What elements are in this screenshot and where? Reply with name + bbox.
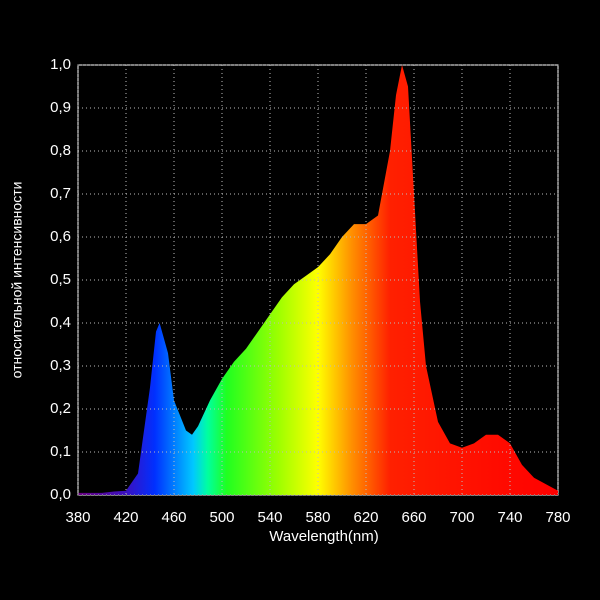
x-tick-label: 380 bbox=[65, 509, 90, 526]
y-tick-label: 1,0 bbox=[50, 56, 71, 73]
x-axis-label: Wavelength(nm) bbox=[269, 528, 378, 545]
y-tick-label: 0,9 bbox=[50, 99, 71, 116]
x-tick-label: 700 bbox=[449, 509, 474, 526]
y-tick-label: 0,6 bbox=[50, 228, 71, 245]
x-tick-label: 620 bbox=[353, 509, 378, 526]
x-tick-label: 460 bbox=[161, 509, 186, 526]
x-tick-label: 780 bbox=[545, 509, 570, 526]
y-tick-label: 0,7 bbox=[50, 185, 71, 202]
y-tick-label: 0,4 bbox=[50, 314, 71, 331]
y-tick-label: 0,2 bbox=[50, 400, 71, 417]
y-tick-label: 0,5 bbox=[50, 271, 71, 288]
y-axis-label: относительной интенсивности bbox=[9, 182, 25, 379]
x-tick-label: 660 bbox=[401, 509, 426, 526]
y-tick-label: 0,0 bbox=[50, 486, 71, 503]
x-tick-label: 500 bbox=[209, 509, 234, 526]
x-tick-label: 580 bbox=[305, 509, 330, 526]
y-tick-label: 0,8 bbox=[50, 142, 71, 159]
x-tick-label: 540 bbox=[257, 509, 282, 526]
y-tick-label: 0,1 bbox=[50, 443, 71, 460]
x-tick-label: 740 bbox=[497, 509, 522, 526]
y-tick-label: 0,3 bbox=[50, 357, 71, 374]
x-tick-label: 420 bbox=[113, 509, 138, 526]
